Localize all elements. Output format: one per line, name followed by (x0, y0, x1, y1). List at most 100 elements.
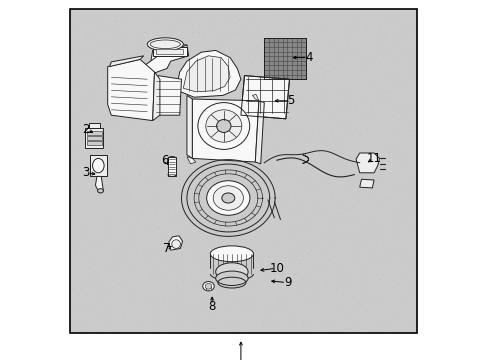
Point (125, 22, 133, 27)
Polygon shape (255, 101, 264, 164)
Point (282, 32, 290, 37)
Point (290, 37, 298, 42)
Point (164, 184, 172, 190)
Point (289, 250, 297, 256)
Point (290, 263, 298, 269)
Point (217, 125, 225, 131)
Point (402, 241, 410, 247)
Point (180, 85, 188, 90)
Point (151, 299, 159, 305)
Point (340, 320, 348, 325)
Point (366, 285, 373, 291)
Point (96, 85, 104, 91)
Point (161, 276, 168, 282)
Point (386, 158, 394, 164)
Point (181, 217, 189, 223)
Point (293, 55, 301, 61)
Point (331, 86, 339, 92)
Point (354, 275, 362, 280)
Point (329, 166, 337, 172)
Point (241, 319, 249, 325)
Point (334, 156, 342, 161)
Point (333, 211, 341, 217)
Point (267, 229, 275, 235)
Point (273, 285, 281, 291)
Point (270, 50, 278, 56)
Point (297, 122, 305, 127)
Point (346, 278, 353, 284)
Point (320, 249, 328, 255)
Point (390, 271, 398, 276)
Point (155, 37, 163, 42)
Point (317, 249, 325, 255)
Point (299, 159, 307, 165)
Point (168, 25, 176, 31)
Point (231, 287, 239, 292)
Point (83, 118, 91, 123)
Point (231, 212, 239, 218)
Point (393, 315, 401, 321)
Point (149, 202, 157, 207)
Point (179, 181, 186, 187)
Point (248, 271, 256, 276)
Point (273, 61, 281, 67)
Point (345, 236, 353, 242)
Point (333, 192, 341, 198)
Point (258, 174, 266, 180)
Point (91, 270, 99, 276)
Point (342, 239, 349, 245)
Point (95, 179, 102, 185)
Point (259, 58, 266, 63)
Point (263, 188, 271, 193)
Point (156, 259, 163, 265)
Point (388, 53, 396, 59)
Point (69, 104, 77, 109)
Point (190, 257, 198, 262)
Point (115, 61, 122, 67)
Point (231, 76, 239, 81)
Point (253, 246, 261, 252)
Point (225, 184, 233, 189)
Point (266, 30, 274, 36)
Point (387, 284, 395, 290)
Point (372, 32, 380, 37)
Point (245, 162, 253, 168)
Point (408, 327, 416, 332)
Point (316, 98, 324, 104)
Point (301, 40, 308, 46)
Point (291, 132, 299, 138)
Point (108, 266, 116, 272)
Point (402, 17, 410, 23)
Point (220, 136, 228, 141)
Point (256, 167, 264, 173)
Point (384, 321, 391, 327)
Point (401, 76, 408, 82)
Point (242, 194, 249, 200)
Point (194, 37, 202, 42)
Point (92, 179, 100, 185)
Point (245, 244, 253, 250)
Point (109, 139, 117, 145)
Point (224, 228, 231, 233)
Point (91, 269, 99, 275)
Point (344, 44, 351, 50)
Point (119, 42, 127, 48)
Point (198, 62, 206, 68)
Point (191, 109, 199, 115)
Point (126, 210, 134, 216)
Point (248, 284, 256, 289)
Point (343, 102, 350, 108)
Point (316, 287, 324, 293)
Point (181, 53, 189, 59)
Point (80, 62, 87, 68)
Point (163, 193, 170, 198)
Point (236, 201, 244, 207)
Point (84, 282, 92, 288)
Point (394, 151, 402, 157)
Point (203, 327, 211, 332)
Point (317, 80, 325, 86)
Point (89, 186, 97, 192)
Point (179, 271, 187, 277)
Point (410, 123, 418, 129)
Point (319, 126, 327, 132)
